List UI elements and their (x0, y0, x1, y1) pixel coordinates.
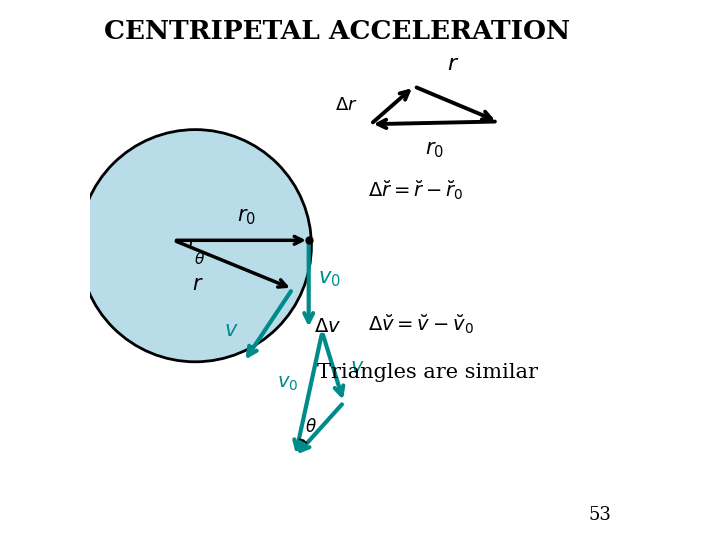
Text: $\Delta\breve{r}=\breve{r}-\breve{r}_0$: $\Delta\breve{r}=\breve{r}-\breve{r}_0$ (368, 178, 463, 202)
Text: $v_0$: $v_0$ (276, 374, 298, 393)
Text: $\Delta r$: $\Delta r$ (335, 96, 357, 114)
Text: $\Delta v$: $\Delta v$ (314, 318, 341, 336)
Text: $r_0$: $r_0$ (425, 140, 444, 160)
Text: $v$: $v$ (350, 357, 365, 377)
Text: 53: 53 (588, 506, 611, 524)
Text: Triangles are similar: Triangles are similar (317, 363, 538, 382)
Text: $v_0$: $v_0$ (318, 269, 341, 289)
Text: $v$: $v$ (224, 321, 238, 340)
Text: $r$: $r$ (192, 275, 204, 294)
Text: $r$: $r$ (447, 52, 459, 75)
Text: $\theta$: $\theta$ (305, 418, 317, 436)
Text: $r_0$: $r_0$ (237, 207, 256, 227)
Text: $\theta$: $\theta$ (194, 251, 205, 267)
Text: $\Delta\breve{v}=\breve{v}-\breve{v}_0$: $\Delta\breve{v}=\breve{v}-\breve{v}_0$ (368, 312, 474, 336)
Circle shape (79, 130, 311, 362)
Text: CENTRIPETAL ACCELERATION: CENTRIPETAL ACCELERATION (104, 19, 570, 44)
